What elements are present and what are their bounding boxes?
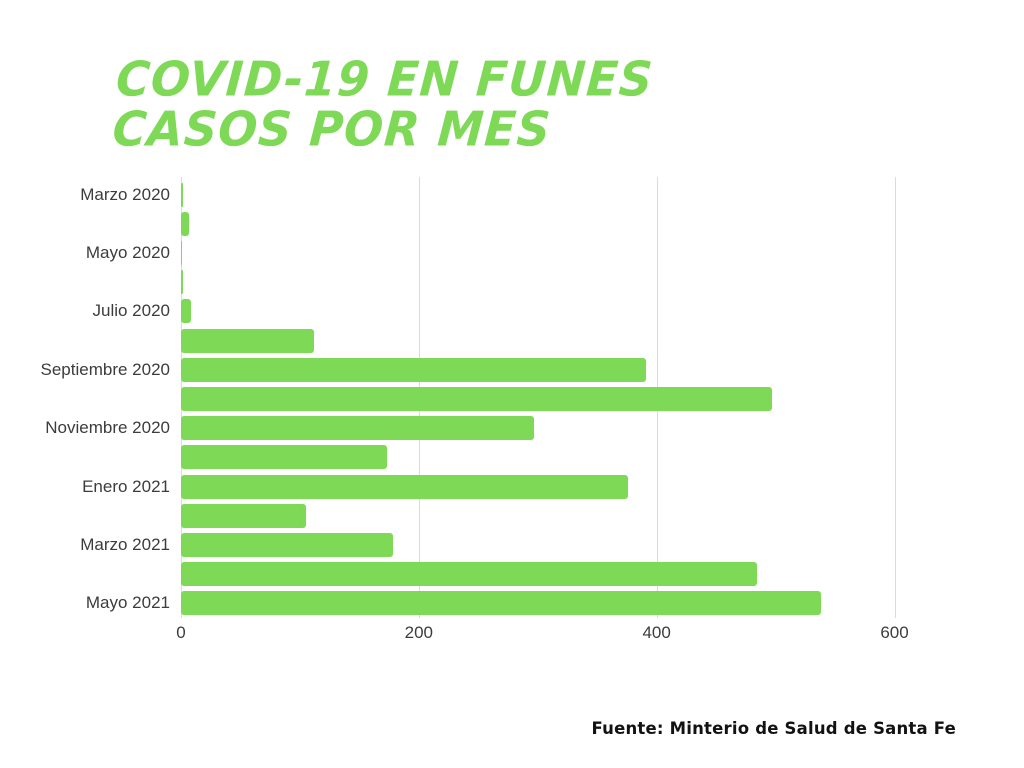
y-axis-label: Mayo 2020 [85,243,170,262]
bar [181,474,629,499]
y-axis-label: Noviembre 2020 [45,418,170,438]
bar [181,182,184,207]
bar [181,591,821,616]
bar [181,387,773,411]
bar [181,299,191,324]
bar [181,328,315,353]
source-credit: Fuente: Minterio de Salud de Santa Fe [591,719,956,738]
bar [181,211,190,236]
chart-title-line2: CASOS POR MES [110,100,554,157]
bar [181,416,535,441]
bar [181,562,757,587]
bar-chart: 0 200 400 600 Marzo 2020 Mayo 2020 Julio 2020 S… [0,177,1024,642]
x-tick-label: 0 [176,623,186,642]
gridline [894,177,896,618]
y-axis-label: Julio 2020 [92,301,170,321]
bar [181,503,306,528]
y-axis-label: Septiembre 2020 [40,359,170,379]
bar [181,445,387,470]
chart-title: COVID-19 EN FUNES CASOS POR MES [110,50,656,157]
x-tick-label: 200 [404,623,434,642]
bar [181,533,393,557]
bar [181,241,183,265]
y-axis-label: Enero 2021 [82,476,170,496]
bar [181,270,184,295]
chart-title-line1: COVID-19 EN FUNES [114,50,656,108]
x-tick-label: 400 [642,623,671,642]
y-axis-label: Marzo 2020 [80,184,170,204]
x-tick-label: 600 [880,623,909,642]
y-axis-label: Marzo 2021 [80,535,170,554]
y-axis-label: Mayo 2021 [85,593,170,613]
bar [181,357,646,382]
